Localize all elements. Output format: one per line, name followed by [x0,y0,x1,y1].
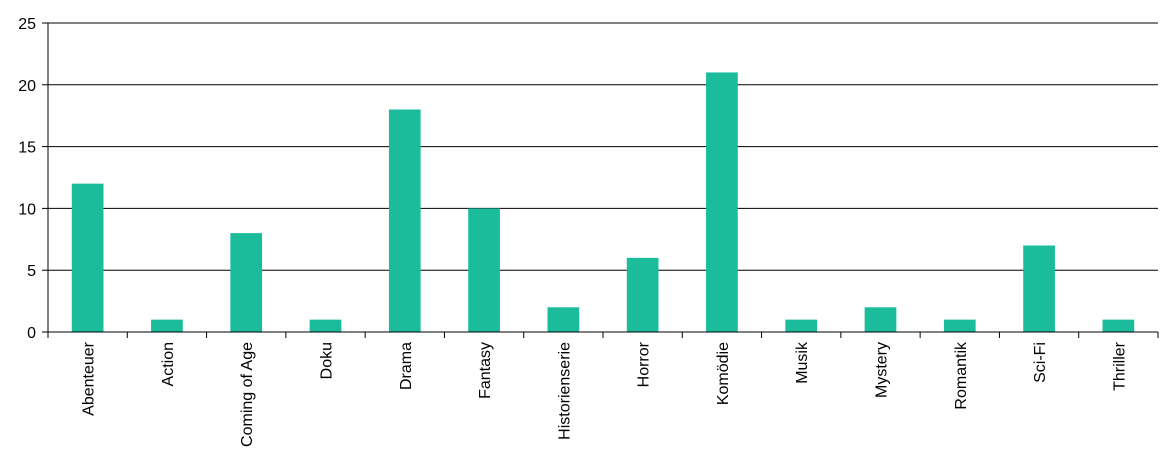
x-category-label: Drama [398,342,415,390]
bar [943,319,976,332]
x-category-label: Horror [636,341,653,387]
x-category-label: Doku [319,342,336,379]
x-category-label: Musik [794,341,811,384]
bar [1023,245,1055,332]
y-tick-label: 20 [18,78,36,95]
y-tick-label: 0 [27,325,36,342]
x-category-label: Sci-Fi [1032,342,1049,383]
x-category-label: Fantasy [477,342,494,399]
y-tick-label: 5 [27,263,36,280]
x-category-label: Romantik [953,341,970,410]
bar [785,319,818,332]
bar [547,307,580,332]
x-category-label: Komödie [715,342,732,405]
y-axis-tick-labels: 0 5 10 15 20 25 [18,16,36,342]
y-tick-label: 25 [18,16,36,33]
bar [151,319,183,332]
bar [388,109,421,333]
y-tick-label: 10 [18,201,36,218]
bar [706,72,738,332]
bar [309,319,342,332]
bar [71,183,104,332]
x-axis-category-labels: Abenteuer Action Coming of Age Doku Drama Fan… [81,341,1129,447]
x-category-label: Mystery [874,342,891,398]
bar [626,257,659,332]
y-tick-label: 15 [18,140,36,157]
x-category-label: Action [160,342,177,386]
gridlines [48,22,1158,271]
x-category-label: Abenteuer [81,341,98,416]
axes [42,22,1159,338]
bar [230,233,263,332]
bar [1102,319,1135,332]
x-category-label: Historienserie [556,342,573,440]
x-category-label: Coming of Age [239,342,256,447]
bar [864,307,897,332]
bar [468,208,500,332]
x-category-label: Thriller [1111,341,1128,391]
bars [71,72,1135,333]
